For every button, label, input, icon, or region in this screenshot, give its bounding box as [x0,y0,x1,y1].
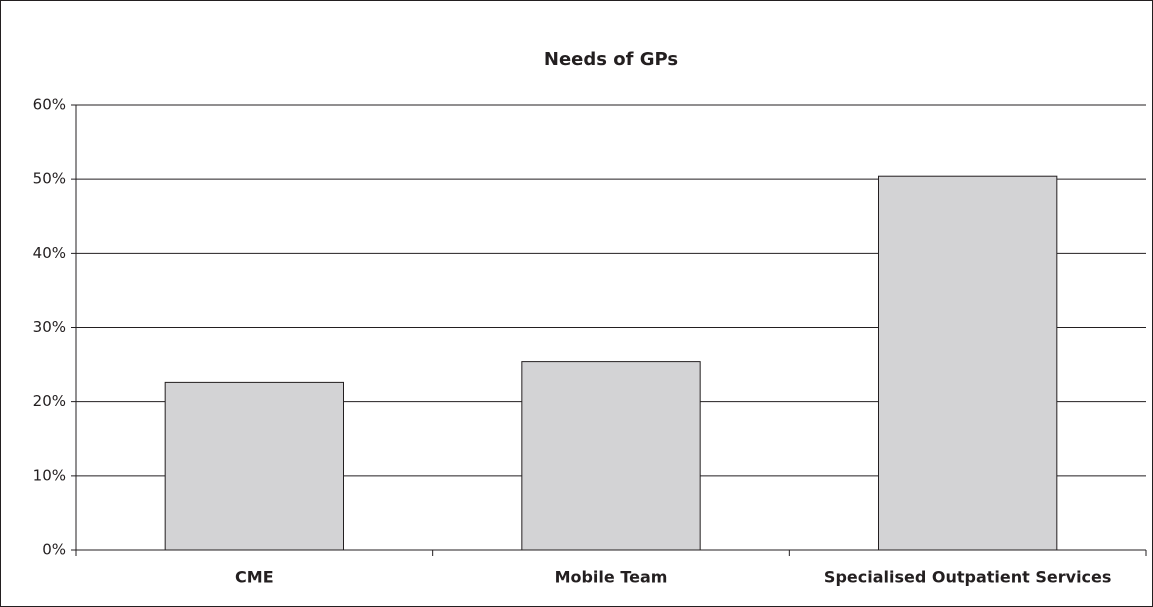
x-tick-label: Mobile Team [555,568,668,587]
x-tick-label: Specialised Outpatient Services [824,568,1111,587]
y-tick-label: 0% [42,541,66,559]
bar [164,381,344,551]
y-tick-label: 10% [33,466,66,484]
bar [878,175,1058,551]
y-tick-label: 50% [33,170,66,188]
chart-title: Needs of GPs [544,49,678,70]
x-tick-label: CME [235,568,274,587]
y-tick-label: 40% [33,244,66,262]
y-tick-label: 60% [33,96,66,114]
y-tick-label: 20% [33,392,66,410]
bar [521,361,701,551]
y-tick-label: 30% [33,318,66,336]
